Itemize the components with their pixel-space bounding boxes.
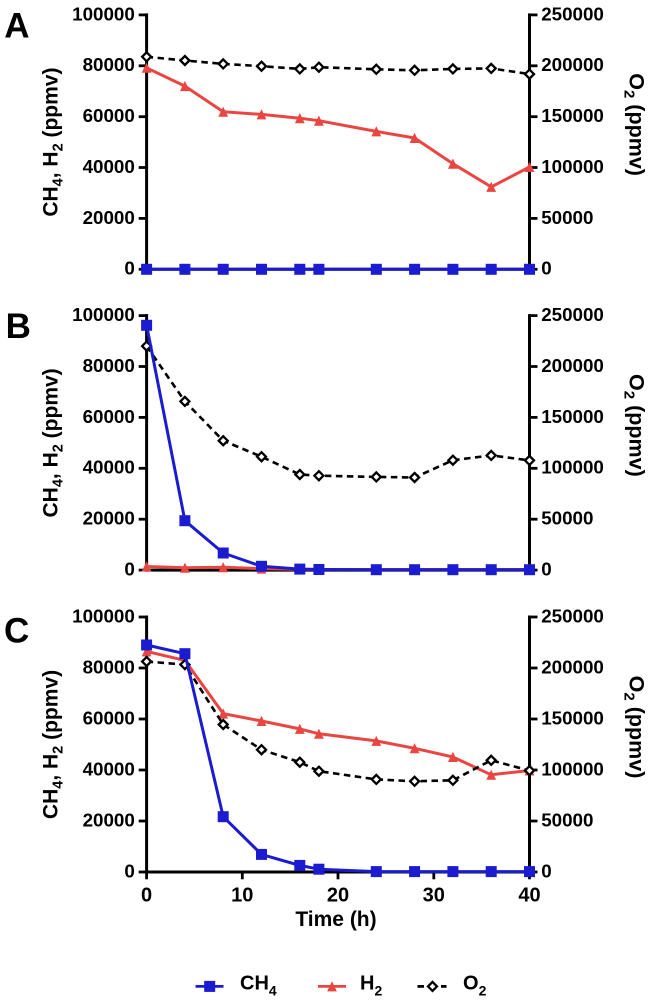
svg-text:O2 (ppmv): O2 (ppmv) <box>620 676 648 779</box>
svg-text:50000: 50000 <box>541 508 593 529</box>
svg-text:10: 10 <box>231 885 253 907</box>
svg-text:40: 40 <box>518 885 540 907</box>
svg-text:250000: 250000 <box>541 304 604 325</box>
svg-text:CH4, H2 (ppmv): CH4, H2 (ppmv) <box>40 368 67 517</box>
svg-text:80000: 80000 <box>83 54 135 75</box>
svg-text:60000: 60000 <box>83 406 135 427</box>
svg-text:20000: 20000 <box>83 207 135 228</box>
svg-text:50000: 50000 <box>541 207 593 228</box>
svg-text:60000: 60000 <box>83 105 135 126</box>
svg-text:20: 20 <box>327 885 349 907</box>
svg-text:150000: 150000 <box>541 406 604 427</box>
svg-text:100000: 100000 <box>541 758 604 779</box>
svg-text:40000: 40000 <box>83 156 135 177</box>
svg-text:40000: 40000 <box>83 758 135 779</box>
svg-text:80000: 80000 <box>83 656 135 677</box>
svg-text:O2 (ppmv): O2 (ppmv) <box>620 73 648 176</box>
svg-text:0: 0 <box>541 559 551 580</box>
svg-text:100000: 100000 <box>72 3 135 24</box>
svg-text:200000: 200000 <box>541 54 604 75</box>
svg-text:250000: 250000 <box>541 3 604 24</box>
svg-text:100000: 100000 <box>72 304 135 325</box>
svg-text:100000: 100000 <box>72 605 135 626</box>
svg-text:150000: 150000 <box>541 707 604 728</box>
svg-text:20000: 20000 <box>83 508 135 529</box>
svg-text:A: A <box>4 7 29 46</box>
svg-text:150000: 150000 <box>541 105 604 126</box>
svg-text:B: B <box>6 307 31 346</box>
svg-text:Time (h): Time (h) <box>295 908 376 931</box>
svg-text:0: 0 <box>124 258 134 279</box>
svg-text:CH4, H2 (ppmv): CH4, H2 (ppmv) <box>40 68 67 217</box>
svg-text:60000: 60000 <box>83 707 135 728</box>
svg-text:250000: 250000 <box>541 605 604 626</box>
svg-text:40000: 40000 <box>83 457 135 478</box>
svg-text:CH4, H2 (ppmv): CH4, H2 (ppmv) <box>40 670 67 819</box>
svg-text:0: 0 <box>124 860 134 881</box>
svg-text:200000: 200000 <box>541 656 604 677</box>
svg-text:30: 30 <box>423 885 445 907</box>
svg-text:100000: 100000 <box>541 457 604 478</box>
svg-text:80000: 80000 <box>83 355 135 376</box>
svg-text:20000: 20000 <box>83 809 135 830</box>
svg-text:200000: 200000 <box>541 355 604 376</box>
svg-text:50000: 50000 <box>541 809 593 830</box>
svg-text:C: C <box>4 612 29 651</box>
svg-text:0: 0 <box>541 258 551 279</box>
svg-text:0: 0 <box>141 885 152 907</box>
svg-text:100000: 100000 <box>541 156 604 177</box>
svg-text:0: 0 <box>541 860 551 881</box>
svg-text:0: 0 <box>124 559 134 580</box>
svg-text:O2 (ppmv): O2 (ppmv) <box>620 374 648 477</box>
